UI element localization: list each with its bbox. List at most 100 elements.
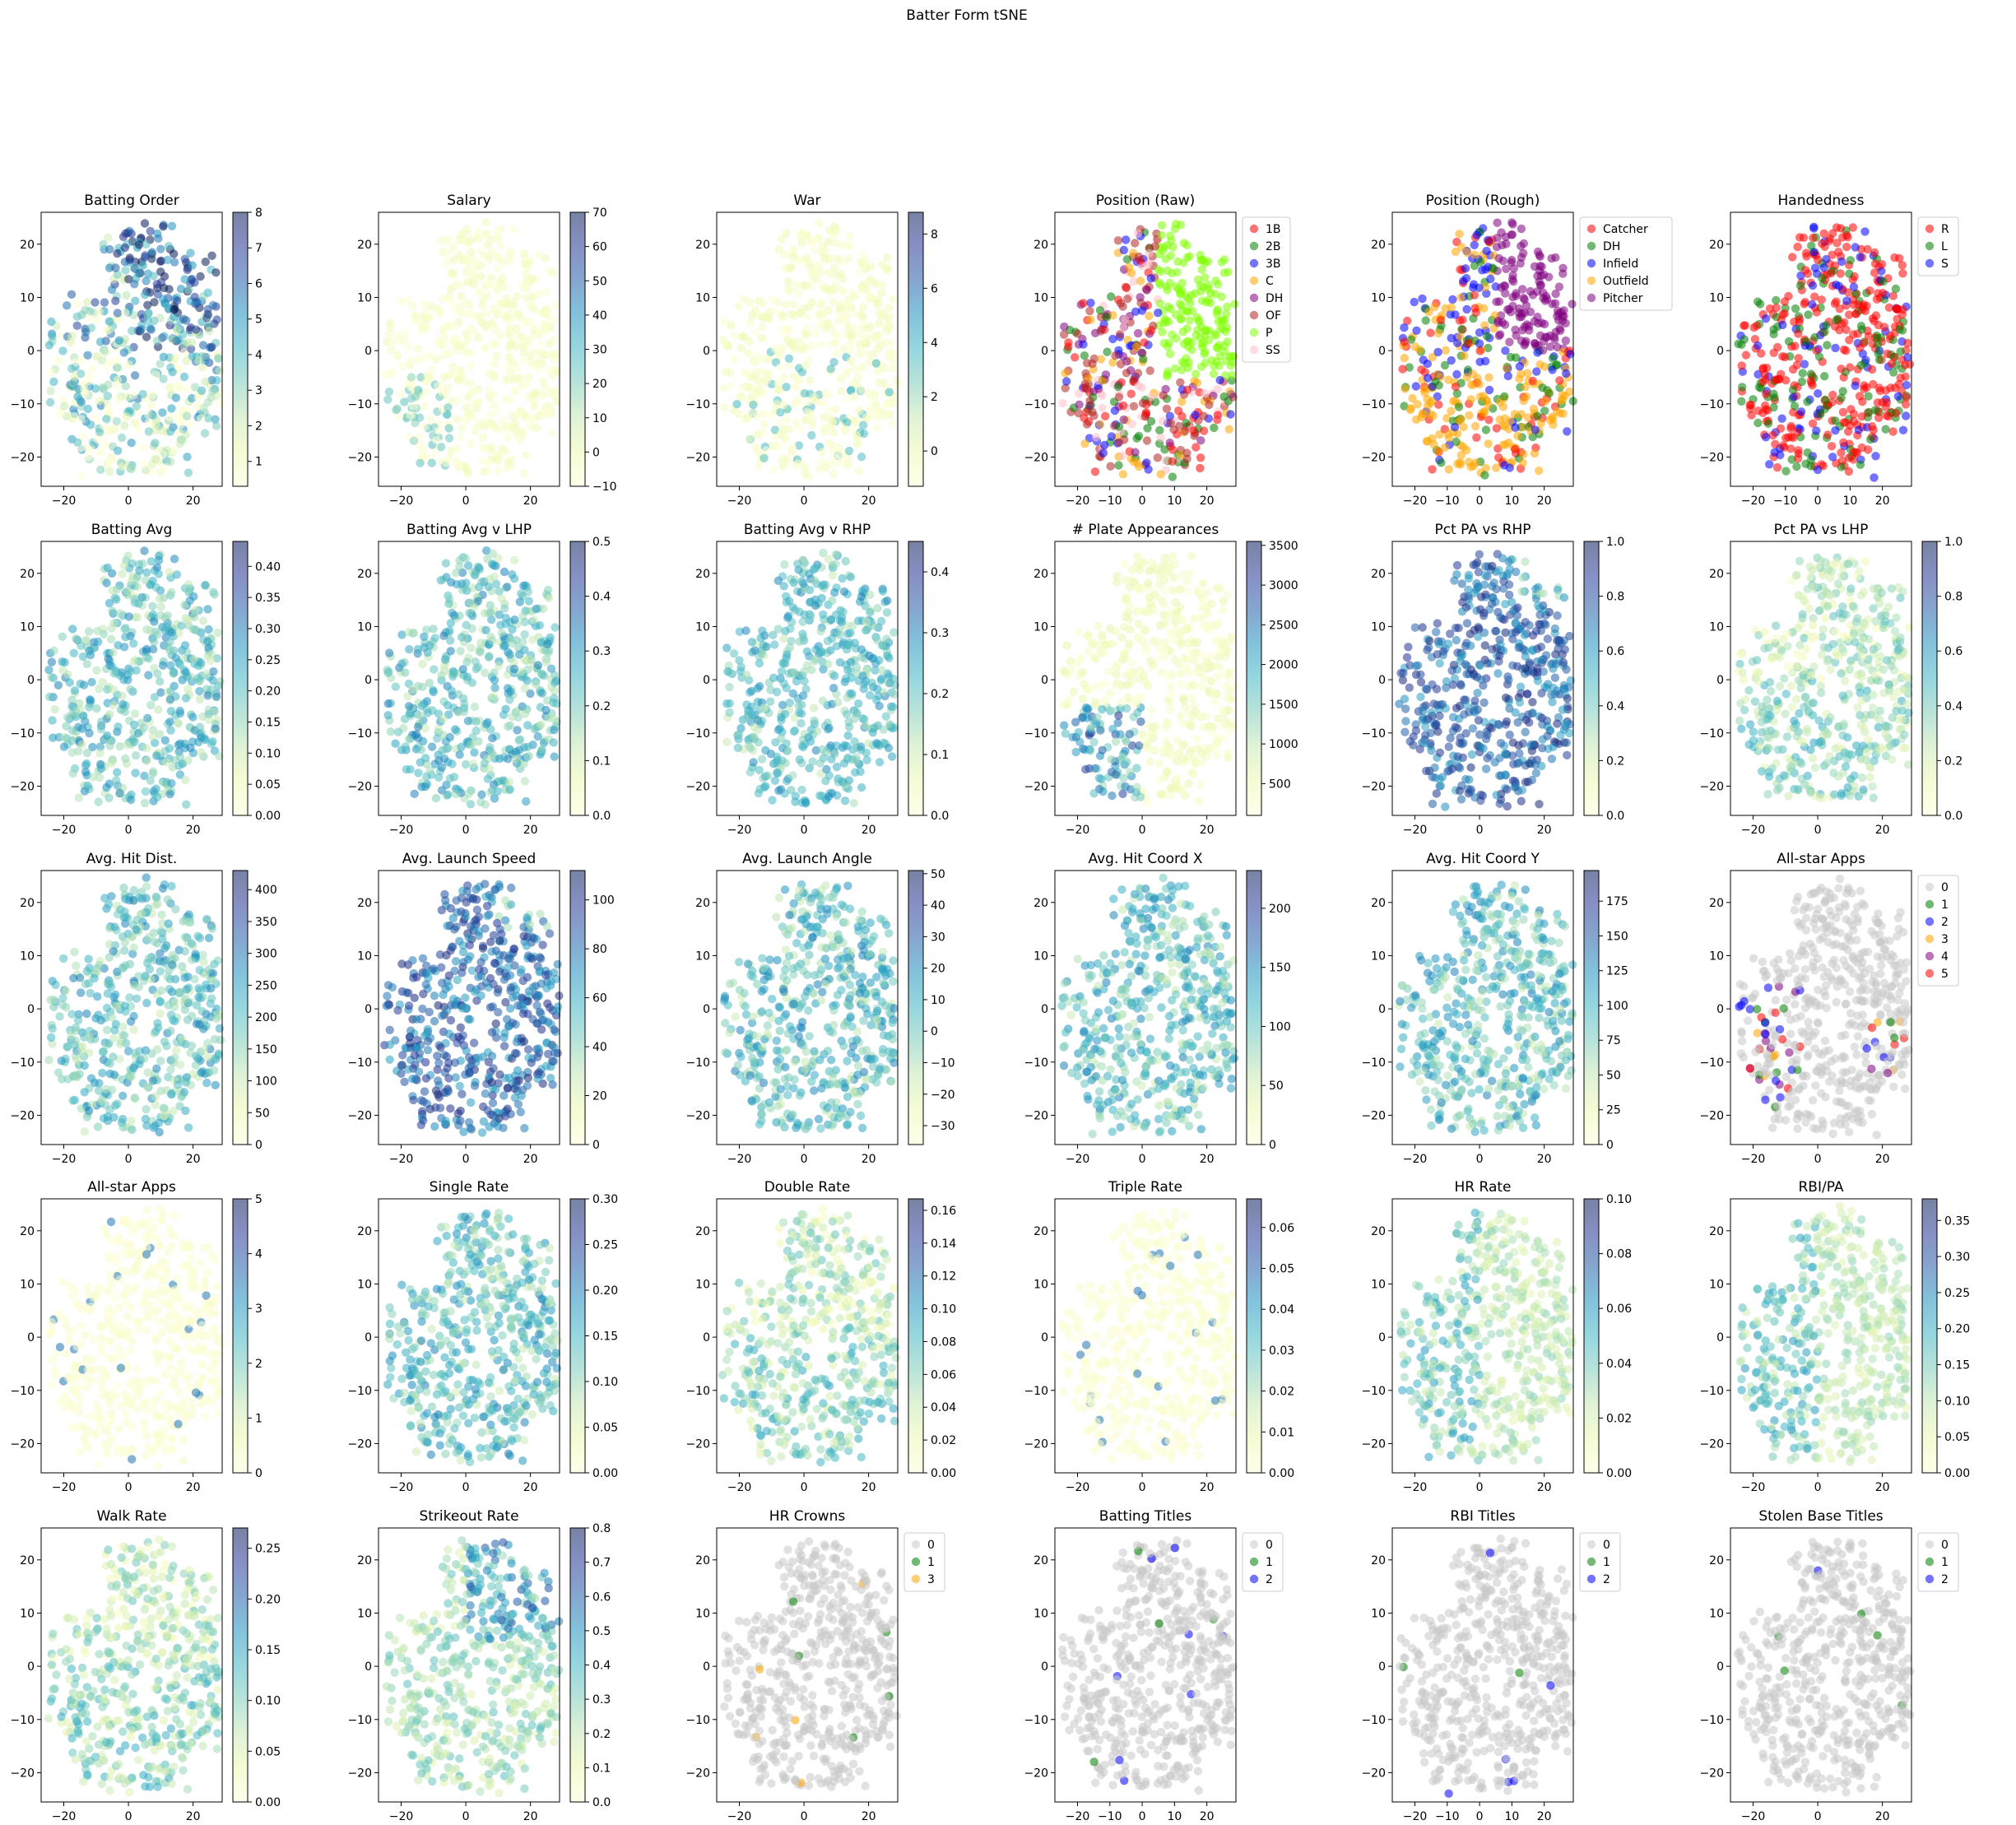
scatter-point [795, 637, 804, 646]
scatter-point [1064, 338, 1073, 347]
scatter-point [84, 452, 93, 462]
scatter-point [846, 629, 855, 638]
scatter-point [204, 705, 213, 714]
scatter-point [1462, 445, 1471, 455]
colorbar-tick-label: 1 [255, 456, 262, 469]
scatter-point [120, 421, 129, 430]
scatter-point [762, 446, 771, 455]
scatter-point [1504, 438, 1513, 448]
scatter-point [806, 409, 815, 418]
scatter-point [1834, 281, 1844, 290]
scatter-point [109, 669, 118, 678]
scatter-point [1197, 265, 1206, 274]
scatter-point [131, 296, 140, 305]
scatter-point [520, 341, 529, 351]
scatter-point [756, 634, 765, 643]
scatter-point [474, 235, 484, 244]
scatter-point [778, 310, 787, 320]
scatter-point [550, 752, 559, 761]
scatter-point [95, 396, 105, 406]
scatter-point [138, 261, 148, 270]
scatter-point [1114, 392, 1124, 402]
scatter-point [1199, 426, 1209, 435]
scatter-point [1758, 378, 1767, 387]
scatter-point [167, 587, 176, 597]
scatter-point [1470, 421, 1480, 431]
scatter-point [404, 702, 414, 711]
scatter-point [1433, 347, 1442, 357]
scatter-point [406, 411, 415, 420]
scatter-point [1545, 342, 1555, 351]
scatter-point [439, 294, 448, 304]
scatter-point [486, 273, 496, 283]
scatter-point [825, 306, 834, 315]
x-tick-label: 20 [862, 824, 876, 837]
y-tick-label: −10 [685, 727, 710, 741]
scatter-point [1554, 282, 1564, 291]
scatter-point [184, 285, 193, 295]
scatter-point [82, 298, 92, 307]
scatter-point [548, 268, 558, 277]
scatter-point [1533, 272, 1542, 281]
scatter-point [481, 668, 490, 677]
scatter-point [1518, 458, 1527, 467]
scatter-point [103, 405, 113, 414]
scatter-point [483, 555, 492, 564]
scatter-point [430, 634, 439, 643]
scatter-point [541, 323, 550, 332]
scatter-point [423, 708, 432, 717]
scatter-point [516, 406, 525, 416]
scatter-point [165, 638, 174, 647]
scatter-point [857, 385, 866, 395]
x-tick-label: 10 [1504, 495, 1519, 508]
scatter-point [1831, 343, 1840, 353]
scatter-point [1495, 415, 1504, 425]
scatter-point [449, 773, 459, 782]
scatter-point [45, 397, 55, 407]
scatter-point [470, 702, 480, 712]
scatter-point [44, 341, 54, 350]
scatter-point [1505, 337, 1514, 346]
scatter-point [151, 370, 160, 379]
scatter-point [854, 406, 864, 416]
scatter-point [1082, 420, 1092, 429]
scatter-point [83, 404, 93, 414]
scatter-point [1790, 402, 1800, 411]
scatter-point [108, 755, 117, 764]
legend-label: Pitcher [1603, 292, 1643, 305]
scatter-point [395, 390, 405, 399]
scatter-point [1132, 458, 1142, 467]
scatter-point [1828, 453, 1837, 462]
scatter-point [746, 768, 755, 777]
scatter-point [526, 301, 535, 310]
scatter-point [505, 367, 515, 376]
scatter-point [211, 724, 220, 733]
scatter-point [1084, 374, 1094, 383]
scatter-point [380, 370, 389, 379]
scatter-point [749, 758, 758, 767]
colorbar-tick-label: 0 [931, 445, 938, 458]
chart-title: War [793, 193, 820, 209]
scatter-point [183, 616, 193, 625]
colorbar-tick-label: 0.0 [592, 810, 611, 823]
scatter-point [838, 287, 848, 296]
scatter-point [141, 575, 150, 585]
scatter-point [854, 350, 864, 359]
scatter-point [212, 376, 221, 385]
scatter-point [413, 722, 423, 731]
scatter-point [477, 790, 486, 799]
scatter-point [1857, 443, 1866, 453]
colorbar-tick-label: 70 [592, 207, 607, 220]
scatter-point [548, 429, 557, 438]
scatter-point [1177, 314, 1186, 323]
y-tick-label: 20 [1371, 239, 1386, 252]
scatter-point [872, 423, 881, 432]
scatter-point [1500, 392, 1509, 401]
scatter-point [520, 629, 529, 639]
scatter-point [1519, 396, 1528, 406]
scatter-point [1134, 252, 1144, 262]
scatter-point [109, 700, 118, 710]
scatter-point [195, 729, 205, 739]
scatter-point [113, 270, 122, 279]
